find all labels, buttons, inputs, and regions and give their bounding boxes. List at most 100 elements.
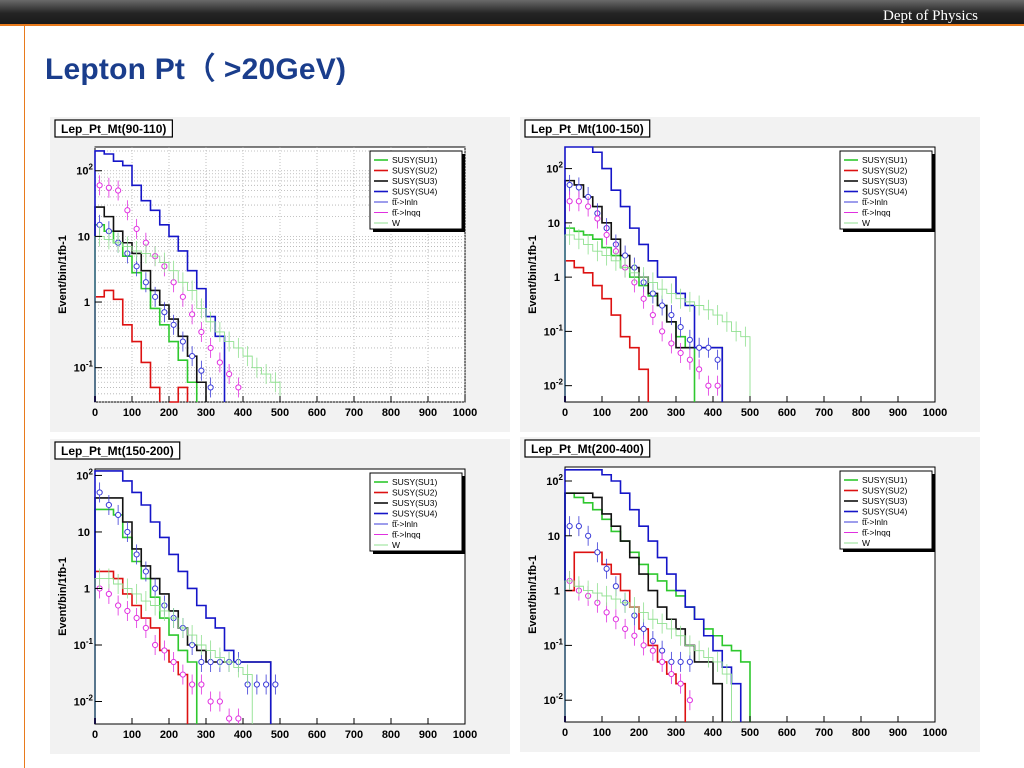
data-point xyxy=(696,366,703,373)
data-point xyxy=(677,349,684,357)
x-tick-label: 300 xyxy=(667,407,685,419)
data-point xyxy=(207,344,214,352)
y-tick-label: 1 xyxy=(84,297,90,309)
data-point xyxy=(686,658,693,665)
chart-title-text: Lep_Pt_Mt(200-400) xyxy=(531,442,644,456)
series-line-SU3 xyxy=(94,206,207,402)
chart-title: Lep_Pt_Mt(90-110) xyxy=(54,119,173,138)
data-point xyxy=(142,568,149,575)
x-tick-label: 700 xyxy=(345,407,363,419)
legend-label: W xyxy=(392,218,400,228)
series-line-W xyxy=(564,580,732,722)
data-point xyxy=(189,681,196,688)
x-tick-label: 1000 xyxy=(923,727,947,739)
data-point xyxy=(714,382,721,389)
x-tick-label: 100 xyxy=(123,407,141,419)
data-point xyxy=(133,614,140,622)
legend-label: tt̅->lnqq xyxy=(862,528,891,538)
series-line-W xyxy=(94,578,253,724)
chart-title-text: Lep_Pt_Mt(90-110) xyxy=(61,122,166,136)
data-point xyxy=(105,184,112,191)
x-tick-label: 700 xyxy=(345,729,363,741)
x-tick-label: 1000 xyxy=(923,407,947,419)
data-point xyxy=(133,263,140,270)
legend-label: SUSY(SU2) xyxy=(392,166,438,176)
x-tick-label: 300 xyxy=(197,729,215,741)
series-line-SU3 xyxy=(564,492,724,722)
data-point xyxy=(714,356,721,363)
legend-label: SUSY(SU1) xyxy=(392,155,438,165)
data-point xyxy=(226,370,233,378)
x-tick-label: 600 xyxy=(308,729,326,741)
y-axis-label: Event/bin/1fb-1 xyxy=(57,235,69,314)
legend-label: SUSY(SU4) xyxy=(862,507,908,517)
legend-label: W xyxy=(862,538,870,548)
x-tick-label: 0 xyxy=(92,729,98,741)
x-tick-label: 400 xyxy=(234,729,252,741)
data-point xyxy=(668,670,675,678)
legend-label: tt̅->lnqq xyxy=(862,208,891,218)
data-point xyxy=(575,523,582,530)
data-point xyxy=(686,336,693,343)
x-tick-label: 0 xyxy=(562,727,568,739)
series-line-SU2 xyxy=(564,259,650,402)
x-tick-label: 900 xyxy=(889,407,907,419)
legend-label: tt̅->lnqq xyxy=(392,208,421,218)
chart-title-box xyxy=(524,119,651,138)
data-point xyxy=(152,641,159,649)
x-tick-label: 900 xyxy=(889,727,907,739)
data-point xyxy=(115,602,122,609)
x-tick-label: 500 xyxy=(741,727,759,739)
series-line-SU4 xyxy=(94,470,272,724)
chart-title-box xyxy=(524,439,651,458)
x-tick-label: 1000 xyxy=(453,729,477,741)
chart-panel-mt-90-110: 0 100 200 300 400 500 600 700 800 900 1000 102 10 1 10… xyxy=(50,117,510,432)
x-tick-label: 400 xyxy=(704,407,722,419)
data-point xyxy=(152,585,159,592)
data-point xyxy=(96,489,103,496)
data-point xyxy=(622,252,629,259)
data-point xyxy=(631,632,638,639)
data-point xyxy=(207,384,214,391)
org-name: Dept of Physics xyxy=(883,8,978,24)
y-tick-label: 10 xyxy=(78,527,90,539)
x-tick-label: 800 xyxy=(382,729,400,741)
chart-title-box xyxy=(54,441,181,460)
data-point xyxy=(133,551,140,558)
data-point xyxy=(198,328,205,336)
data-point xyxy=(189,311,196,318)
data-point xyxy=(161,647,168,654)
data-point xyxy=(594,215,601,222)
legend-label: SUSY(SU2) xyxy=(862,486,908,496)
series-line-SU2 xyxy=(564,551,687,722)
data-point xyxy=(96,182,103,189)
data-point xyxy=(575,184,582,191)
data-point xyxy=(216,698,223,705)
data-point xyxy=(189,353,196,360)
chart-title: Lep_Pt_Mt(150-200) xyxy=(54,441,181,460)
data-point xyxy=(272,681,279,688)
data-point xyxy=(179,293,186,300)
x-tick-label: 400 xyxy=(704,727,722,739)
data-point xyxy=(198,658,205,666)
legend-label: SUSY(SU4) xyxy=(862,187,908,197)
x-tick-label: 800 xyxy=(382,407,400,419)
chart-svg: 0 100 200 300 400 500 600 700 800 900 100010210110… xyxy=(520,437,980,752)
data-point xyxy=(677,323,684,331)
data-point xyxy=(649,647,656,654)
x-tick-label: 0 xyxy=(562,407,568,419)
data-point xyxy=(263,681,270,688)
y-axis-label: Event/bin/1fb-1 xyxy=(527,235,539,314)
chart-panel-mt-150-200: 0 100 200 300 400 500 600 700 800 900 1000 102 10 1 10… xyxy=(50,439,510,754)
data-point xyxy=(585,532,592,539)
x-tick-label: 900 xyxy=(419,407,437,419)
data-point xyxy=(705,344,712,351)
x-tick-label: 800 xyxy=(852,407,870,419)
legend-label: SUSY(SU2) xyxy=(392,488,438,498)
legend-label: SUSY(SU1) xyxy=(862,155,908,165)
x-tick-label: 500 xyxy=(271,407,289,419)
data-point xyxy=(575,198,582,205)
x-tick-label: 300 xyxy=(197,407,215,419)
data-point xyxy=(668,311,675,319)
data-point xyxy=(198,681,205,688)
